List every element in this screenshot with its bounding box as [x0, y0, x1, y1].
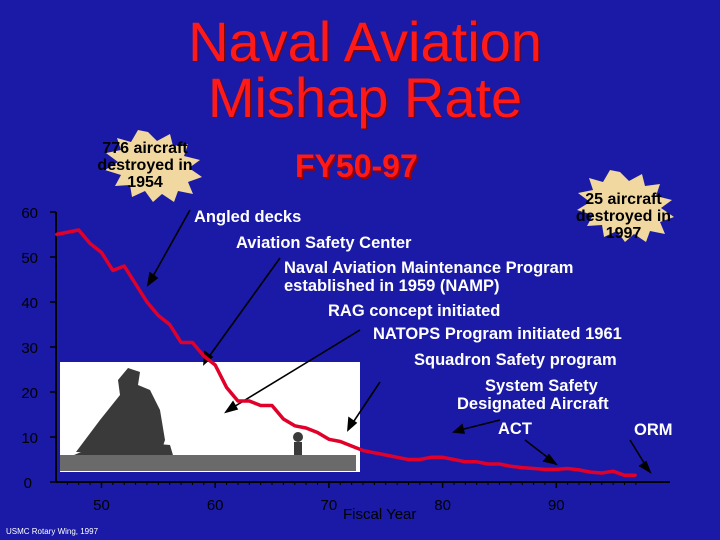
data-point — [225, 386, 228, 389]
title-line-1: Naval Aviation — [188, 10, 542, 73]
y-tick-label: 20 — [21, 385, 38, 402]
data-point — [236, 399, 240, 403]
annotation-namp-line-1: Naval Aviation Maintenance Program — [284, 259, 574, 277]
data-point — [384, 453, 387, 457]
data-point — [520, 466, 524, 469]
data-point — [248, 399, 251, 403]
annotation-safety-center: Aviation Safety Center — [236, 234, 412, 252]
data-point — [532, 467, 535, 470]
burst-left-line-2: destroyed in — [97, 157, 193, 174]
data-point — [191, 341, 194, 344]
data-point — [77, 228, 80, 232]
data-point — [407, 458, 410, 461]
annotation-natops: NATOPS Program initiated 1961 — [373, 325, 622, 343]
chart-subtitle: FY50-97 — [295, 148, 418, 184]
burst-left-line-1: 776 aircraft — [102, 140, 188, 157]
data-point — [441, 456, 444, 459]
y-tick-label: 0 — [24, 475, 32, 492]
footer-credit: USMC Rotary Wing, 1997 — [6, 527, 99, 536]
data-point — [452, 458, 456, 461]
data-point — [577, 468, 581, 472]
chart-series — [54, 228, 638, 478]
y-tick-label: 10 — [21, 430, 38, 447]
data-point — [270, 404, 274, 407]
data-point — [464, 460, 467, 463]
data-point — [566, 467, 569, 470]
annotation-angled-decks: Angled decks — [194, 208, 302, 226]
annotation-squadron-safety: Squadron Safety program — [414, 351, 617, 369]
data-point — [373, 451, 376, 454]
data-point — [395, 456, 399, 459]
x-tick-label: 70 — [321, 497, 338, 514]
annotation-orm: ORM — [634, 421, 673, 439]
data-point — [600, 471, 603, 475]
data-point — [498, 462, 501, 466]
data-point — [157, 314, 160, 317]
data-point — [327, 438, 331, 441]
annotation-namp-line-2: established in 1959 (NAMP) — [284, 277, 500, 295]
annotation-act: ACT — [498, 420, 532, 438]
data-point — [430, 456, 433, 459]
data-point — [475, 460, 478, 463]
data-point — [611, 470, 615, 473]
data-point — [361, 449, 365, 452]
data-point — [316, 431, 319, 434]
y-tick-label: 30 — [21, 340, 38, 357]
burst-left-text: 776 aircraft destroyed in 1954 — [90, 140, 200, 191]
data-point — [509, 465, 513, 468]
data-point — [418, 458, 422, 461]
annotation-rag: RAG concept initiated — [328, 302, 501, 320]
ground-strip — [60, 455, 356, 471]
x-tick-label: 50 — [93, 497, 110, 514]
burst-right-line-1: 25 aircraft — [585, 191, 662, 208]
annotation-system-safety: System Safety — [485, 377, 598, 395]
data-point — [111, 269, 115, 272]
data-point — [555, 468, 558, 471]
title-line-2: Mishap Rate — [207, 66, 523, 129]
data-point — [145, 300, 149, 304]
data-point — [213, 363, 217, 367]
data-point — [486, 462, 490, 466]
y-tick-label: 60 — [21, 205, 38, 222]
burst-left-line-3: 1954 — [127, 174, 163, 191]
y-tick-label: 50 — [21, 250, 38, 267]
chart-ticks: 0 10 20 30 40 50 60 50 60 70 80 90 — [21, 205, 637, 514]
data-point — [350, 444, 353, 448]
data-point — [168, 323, 171, 326]
data-point — [88, 242, 92, 245]
data-point — [282, 417, 285, 421]
data-point — [179, 341, 183, 344]
x-axis-label: Fiscal Year — [343, 506, 417, 523]
data-point — [634, 474, 638, 477]
data-point — [134, 282, 137, 286]
starburst-left — [105, 130, 202, 202]
data-point — [543, 468, 547, 471]
starburst-right — [577, 170, 674, 242]
slide-title: Naval Aviation Mishap Rate — [140, 14, 590, 126]
burst-right-line-2: destroyed in — [575, 208, 672, 225]
data-point — [293, 424, 296, 427]
data-point — [623, 474, 626, 477]
burst-right-line-3: 1997 — [605, 225, 642, 242]
data-point — [54, 233, 58, 236]
x-tick-label: 90 — [548, 497, 565, 514]
data-point — [589, 470, 592, 474]
data-point — [304, 426, 308, 430]
data-point — [259, 404, 262, 407]
x-tick-label: 80 — [434, 497, 451, 514]
data-point — [100, 251, 103, 254]
data-point — [202, 354, 206, 358]
x-tick-label: 60 — [207, 497, 224, 514]
data-point — [339, 440, 342, 443]
burst-right-text: 25 aircraft destroyed in 1997 — [566, 191, 681, 242]
data-point — [123, 264, 126, 268]
y-tick-label: 40 — [21, 295, 38, 312]
annotation-designated-aircraft: Designated Aircraft — [457, 395, 609, 413]
